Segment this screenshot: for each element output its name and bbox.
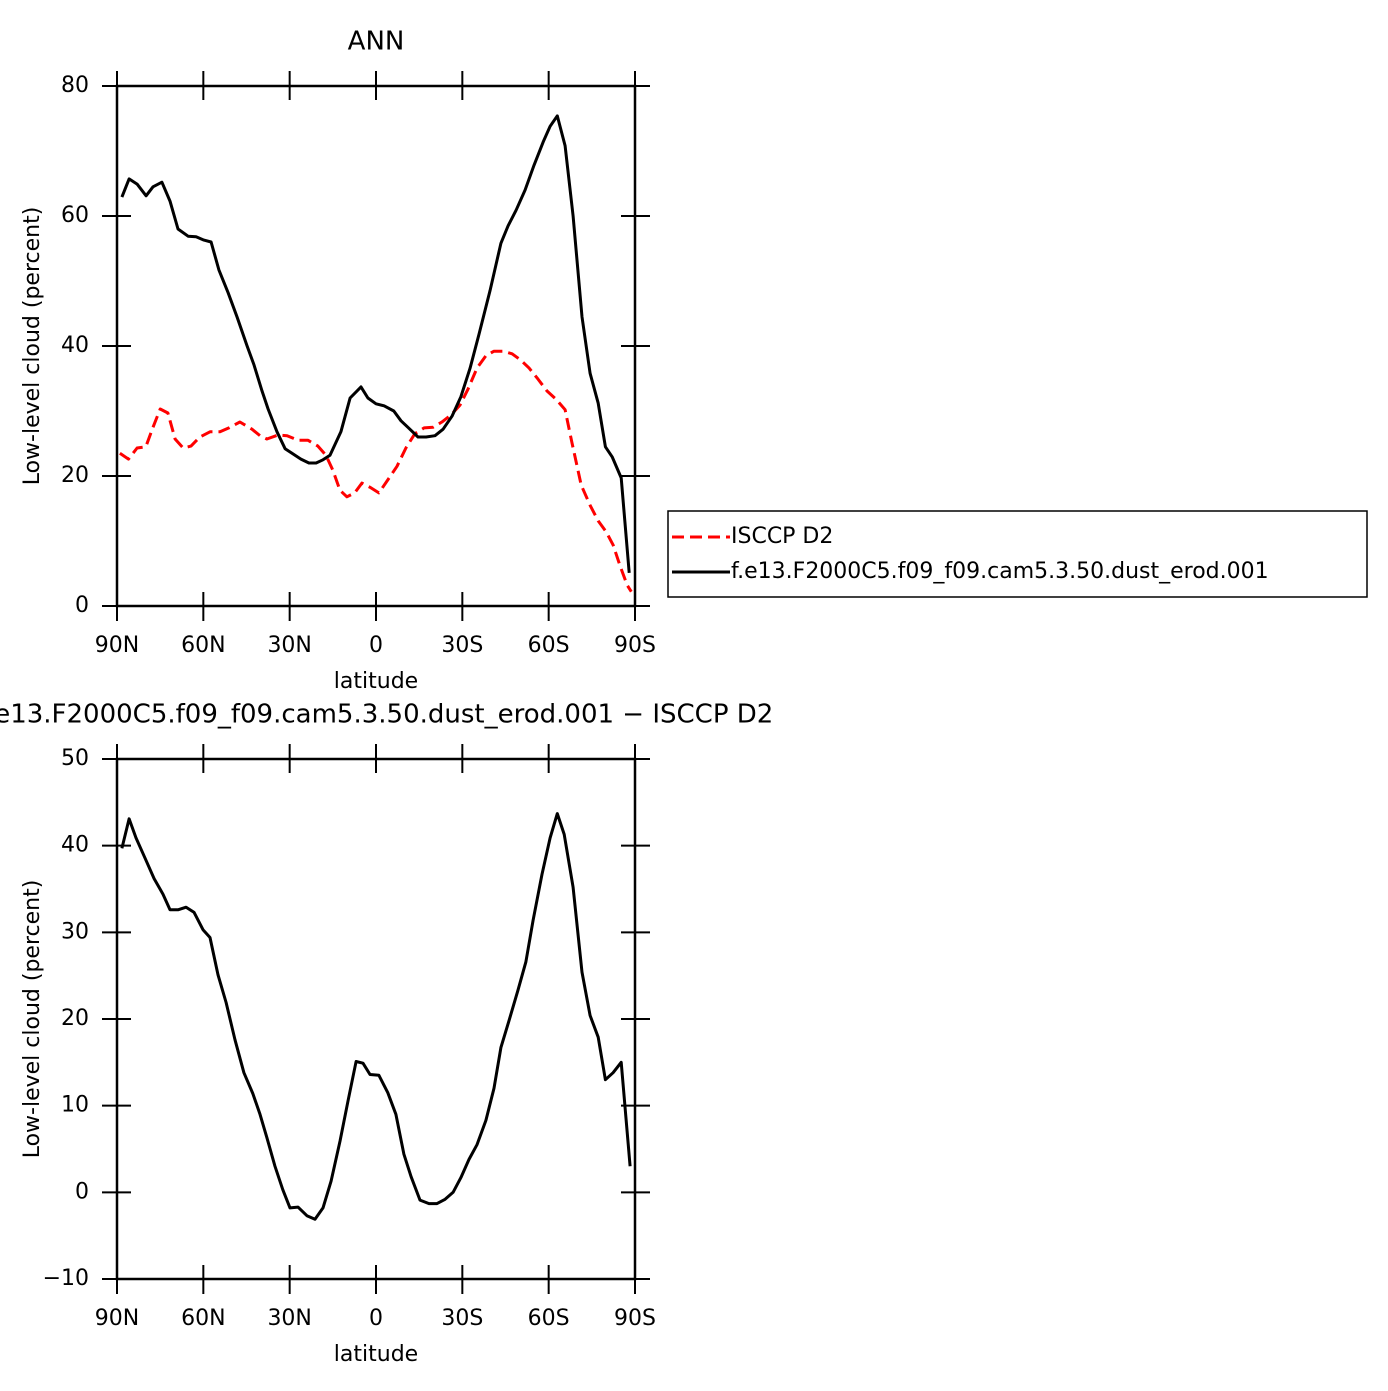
x-tick-label: 60S [528, 633, 570, 658]
x-tick-label: 30S [441, 1306, 483, 1331]
plot-frame [115, 84, 637, 608]
y-tick-label: −10 [43, 1266, 89, 1291]
x-tick-label: 60N [181, 633, 225, 658]
chart-title: ANN [348, 27, 405, 57]
y-tick-label: 20 [61, 463, 89, 488]
x-tick-label: 0 [369, 633, 383, 658]
y-tick-label: 50 [61, 746, 89, 771]
x-tick-label: 90S [614, 1306, 656, 1331]
y-tick-label: 40 [61, 333, 89, 358]
y-tick-label: 0 [75, 593, 89, 618]
y-axis-label: Low-level cloud (percent) [20, 880, 45, 1159]
x-tick-label: 90N [95, 1306, 139, 1331]
chart-title: f.e13.F2000C5.f09_f09.cam5.3.50.dust_ero… [0, 700, 773, 730]
y-tick-label: 30 [61, 919, 89, 944]
data-line [120, 114, 631, 574]
x-tick-label: 90N [95, 633, 139, 658]
y-tick-label: 20 [61, 1006, 89, 1031]
x-tick-label: 0 [369, 1306, 383, 1331]
x-tick-label: 30N [267, 1306, 311, 1331]
plot-frame [115, 757, 637, 1281]
x-tick-label: 60N [181, 1306, 225, 1331]
legend-label: ISCCP D2 [731, 524, 833, 549]
x-tick-label: 90S [614, 633, 656, 658]
x-tick-label: 60S [528, 1306, 570, 1331]
y-axis-label: Low-level cloud (percent) [20, 207, 45, 486]
y-tick-label: 80 [61, 73, 89, 98]
x-axis-label: latitude [334, 1342, 418, 1367]
x-tick-label: 30S [441, 633, 483, 658]
x-axis-label: latitude [334, 669, 418, 694]
x-tick-label: 30N [267, 633, 311, 658]
y-tick-label: 10 [61, 1093, 89, 1118]
legend-box [667, 510, 1368, 598]
data-line [120, 812, 632, 1221]
data-line [119, 349, 633, 593]
legend-label: f.e13.F2000C5.f09_f09.cam5.3.50.dust_ero… [731, 559, 1269, 584]
y-tick-label: 0 [75, 1179, 89, 1204]
y-tick-label: 60 [61, 203, 89, 228]
y-tick-label: 40 [61, 833, 89, 858]
